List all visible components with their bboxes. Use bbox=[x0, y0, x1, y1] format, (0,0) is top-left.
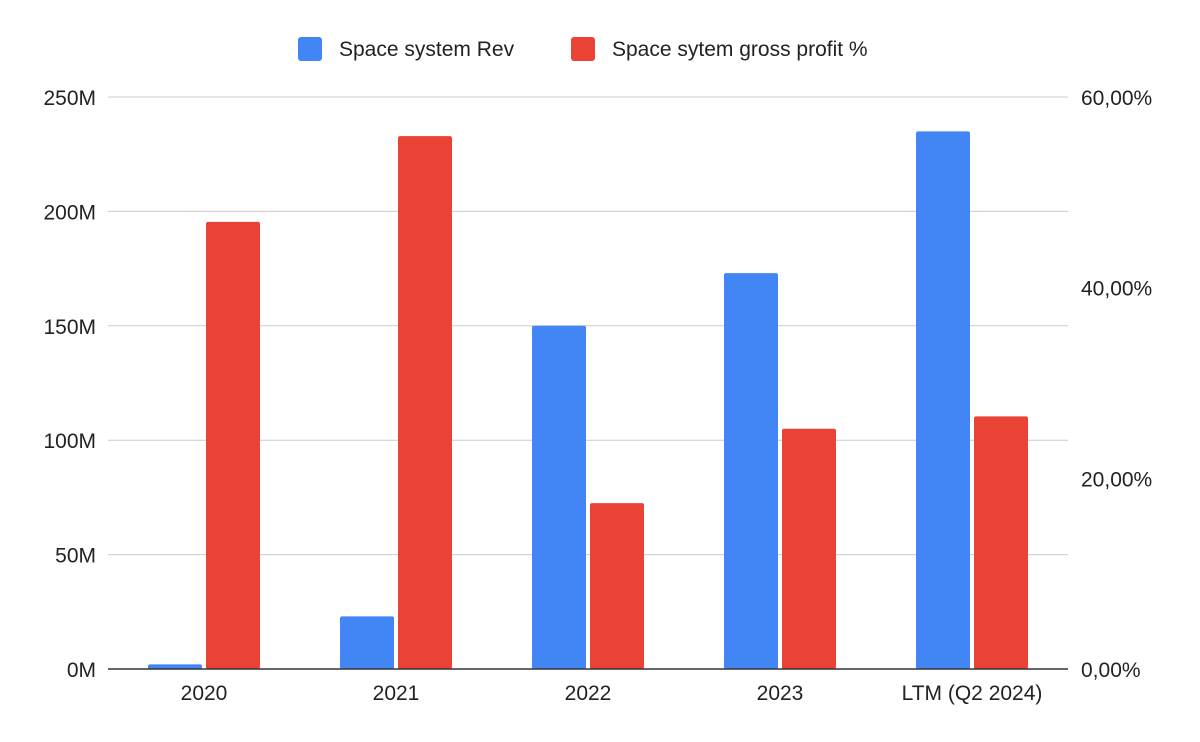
legend-swatch-0[interactable] bbox=[298, 37, 322, 61]
legend: Space system Rev Space sytem gross profit… bbox=[298, 37, 868, 61]
rev-bar-4[interactable] bbox=[916, 131, 970, 669]
legend-swatch-1[interactable] bbox=[571, 37, 595, 61]
right-axis-ticks: 0,00% 20,00% 40,00% 60,00% bbox=[1081, 87, 1152, 682]
right-tick-label: 20,00% bbox=[1081, 468, 1152, 491]
rev-bar-1[interactable] bbox=[340, 616, 394, 669]
gross-profit-bar-1[interactable] bbox=[398, 136, 452, 669]
gross-profit-bar-3[interactable] bbox=[782, 428, 836, 669]
legend-label-0[interactable]: Space system Rev bbox=[339, 38, 515, 61]
gross-profit-bar-0[interactable] bbox=[206, 221, 260, 670]
left-tick-label: 0M bbox=[67, 659, 96, 682]
gross-profit-bar-2[interactable] bbox=[590, 503, 644, 669]
x-tick-label: 2022 bbox=[565, 682, 612, 705]
rev-bar-0[interactable] bbox=[148, 664, 202, 669]
legend-label-1[interactable]: Space sytem gross profit % bbox=[612, 38, 868, 61]
right-tick-label: 60,00% bbox=[1081, 87, 1152, 110]
gross-profit-bar-4[interactable] bbox=[974, 416, 1028, 669]
left-tick-label: 100M bbox=[43, 430, 96, 453]
x-tick-label: 2023 bbox=[757, 682, 804, 705]
rev-bar-2[interactable] bbox=[532, 325, 586, 669]
left-tick-label: 150M bbox=[43, 316, 96, 339]
right-tick-label: 40,00% bbox=[1081, 278, 1152, 301]
x-tick-label: 2021 bbox=[373, 682, 420, 705]
left-axis-ticks: 0M 50M 100M 150M 200M 250M bbox=[43, 87, 96, 682]
x-tick-label: LTM (Q2 2024) bbox=[902, 682, 1043, 705]
right-tick-label: 0,00% bbox=[1081, 659, 1141, 682]
bars bbox=[148, 131, 1028, 670]
left-tick-label: 250M bbox=[43, 87, 96, 110]
x-axis-ticks: 2020 2021 2022 2023 LTM (Q2 2024) bbox=[181, 682, 1043, 705]
left-tick-label: 200M bbox=[43, 201, 96, 224]
x-tick-label: 2020 bbox=[181, 682, 228, 705]
gridlines bbox=[108, 96, 1068, 556]
left-tick-label: 50M bbox=[55, 545, 96, 568]
rev-bar-3[interactable] bbox=[724, 273, 778, 669]
